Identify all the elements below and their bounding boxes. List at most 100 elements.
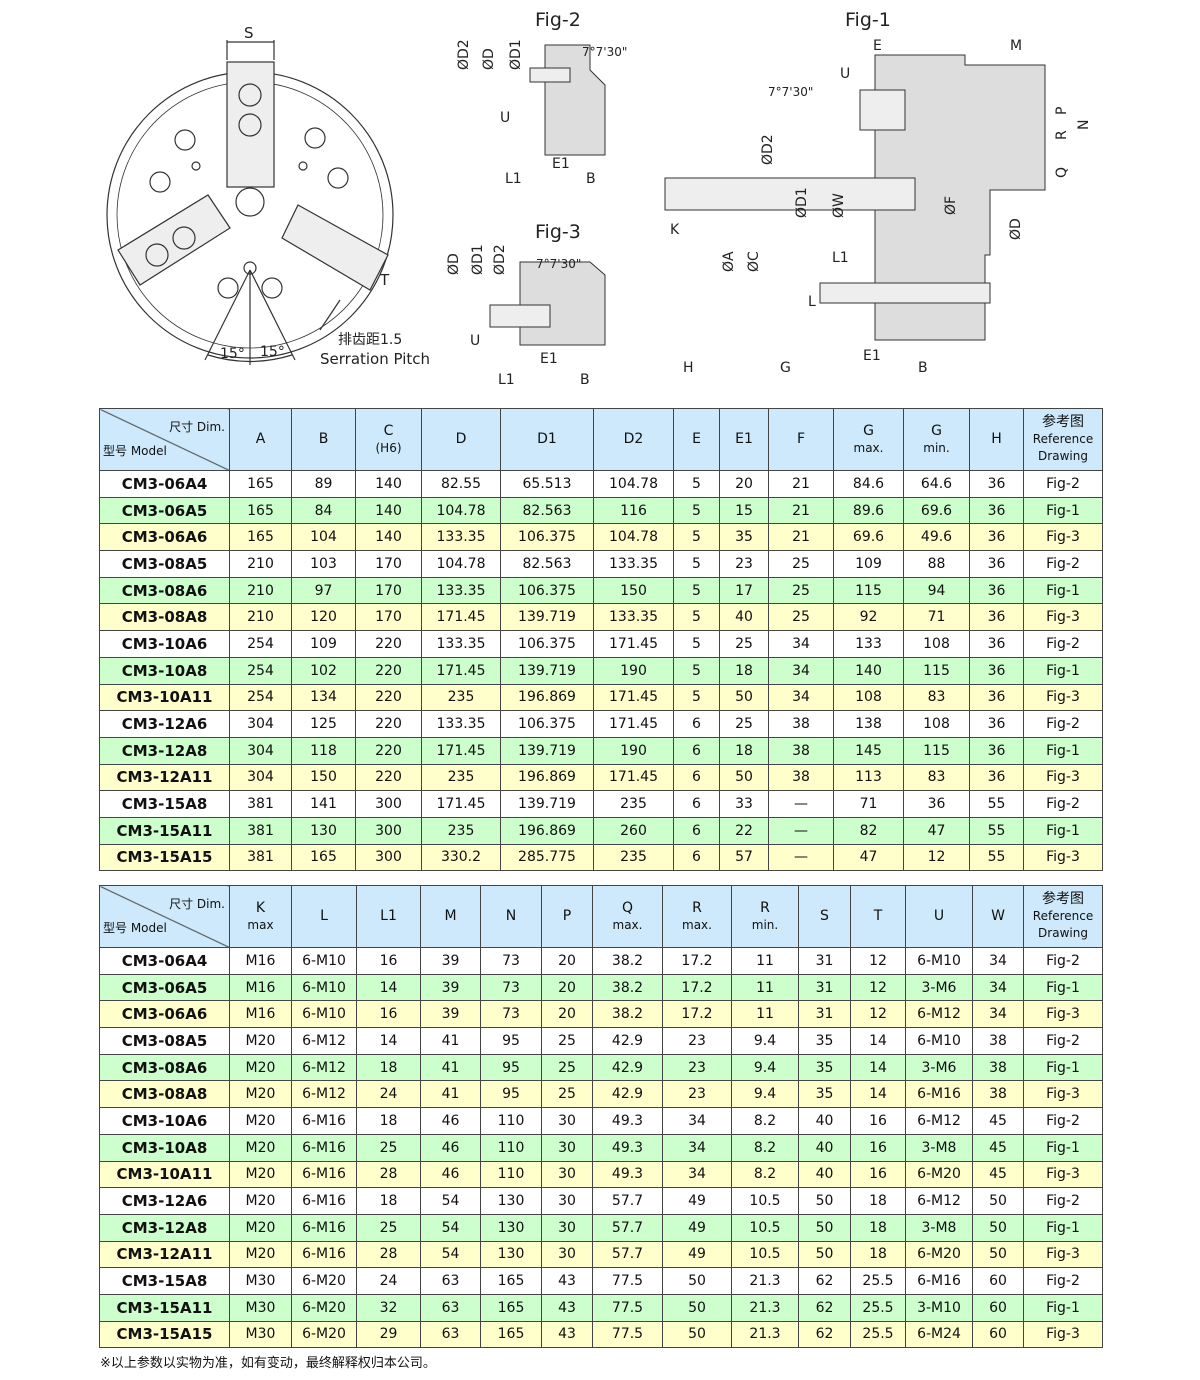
- value-cell: 30: [541, 1187, 593, 1215]
- value-cell: Fig-2: [1023, 630, 1103, 658]
- value-cell: 104.78: [593, 470, 674, 498]
- value-cell: 34: [972, 1000, 1024, 1029]
- model-cell: CM3-12A6: [99, 1187, 230, 1215]
- value-cell: 133.35: [421, 630, 501, 658]
- svg-text:7°7'30": 7°7'30": [582, 45, 627, 59]
- value-cell: 20: [541, 947, 593, 975]
- value-cell: 45: [972, 1160, 1024, 1189]
- value-cell: 20: [541, 973, 593, 1002]
- angle-left-label: 15°: [220, 346, 245, 362]
- value-cell: 381: [229, 843, 292, 872]
- value-cell: 6: [673, 736, 720, 765]
- value-cell: 45: [972, 1133, 1024, 1162]
- value-cell: 55: [969, 843, 1024, 872]
- fig3-title: Fig-3: [535, 221, 581, 243]
- value-cell: Fig-3: [1023, 523, 1103, 552]
- header-sublabel: Reference Drawing: [1032, 432, 1094, 463]
- value-cell: 116: [593, 496, 674, 525]
- value-cell: 94: [903, 576, 970, 605]
- value-cell: Fig-3: [1023, 1160, 1103, 1189]
- column-header: L1: [356, 885, 421, 948]
- value-cell: 11: [731, 973, 799, 1002]
- value-cell: Fig-1: [1023, 656, 1103, 685]
- value-cell: 220: [355, 710, 422, 738]
- value-cell: 5: [673, 603, 720, 632]
- value-cell: 35: [798, 1080, 851, 1109]
- value-cell: 170: [355, 576, 422, 605]
- value-cell: 16: [850, 1133, 906, 1162]
- value-cell: 6: [673, 843, 720, 872]
- value-cell: 83: [903, 763, 970, 792]
- corner-header: 尺寸 Dim. 型号 Model: [99, 408, 230, 471]
- value-cell: 235: [421, 683, 501, 712]
- value-cell: 17.2: [662, 973, 732, 1002]
- value-cell: 31: [798, 973, 851, 1002]
- value-cell: 20: [719, 470, 769, 498]
- column-header: D2: [593, 408, 674, 471]
- value-cell: 95: [480, 1027, 542, 1055]
- value-cell: 165: [229, 523, 292, 552]
- value-cell: 235: [593, 843, 674, 872]
- value-cell: Fig-1: [1023, 1293, 1103, 1322]
- value-cell: 5: [673, 523, 720, 552]
- fig1-drawing: [664, 54, 1046, 341]
- table-row: CM3-12A11 304 150 220 235 196.869 171.45 6 50 38 1…: [99, 763, 1103, 792]
- value-cell: 82: [833, 816, 904, 845]
- value-cell: 5: [673, 470, 720, 498]
- value-cell: 130: [291, 816, 356, 845]
- value-cell: 6-M10: [291, 973, 357, 1002]
- value-cell: Fig-2: [1023, 710, 1103, 738]
- value-cell: 9.4: [731, 1053, 799, 1082]
- model-cell: CM3-06A6: [99, 1000, 230, 1029]
- value-cell: Fig-2: [1023, 550, 1103, 578]
- value-cell: 165: [480, 1293, 542, 1322]
- value-cell: 6-M12: [905, 1187, 973, 1215]
- value-cell: 36: [969, 470, 1024, 498]
- model-cell: CM3-10A8: [99, 656, 230, 685]
- model-label: 型号 Model: [103, 444, 167, 458]
- value-cell: 62: [798, 1267, 851, 1295]
- value-cell: 139.719: [500, 603, 594, 632]
- value-cell: 65.513: [500, 470, 594, 498]
- value-cell: 3-M6: [905, 1053, 973, 1082]
- value-cell: 6: [673, 710, 720, 738]
- value-cell: 6-M20: [291, 1267, 357, 1295]
- value-cell: Fig-3: [1023, 843, 1103, 872]
- value-cell: M30: [229, 1267, 292, 1295]
- value-cell: 6-M24: [905, 1320, 973, 1349]
- svg-text:U: U: [840, 66, 850, 82]
- value-cell: 73: [480, 947, 542, 975]
- value-cell: 106.375: [500, 630, 594, 658]
- column-header: E1: [719, 408, 769, 471]
- value-cell: 38: [768, 763, 834, 792]
- value-cell: 92: [833, 603, 904, 632]
- value-cell: 133: [833, 630, 904, 658]
- value-cell: Fig-1: [1023, 1133, 1103, 1162]
- value-cell: 71: [833, 790, 904, 818]
- value-cell: 220: [355, 736, 422, 765]
- value-cell: 34: [972, 973, 1024, 1002]
- value-cell: 235: [593, 790, 674, 818]
- value-cell: 34: [662, 1133, 732, 1162]
- value-cell: Fig-1: [1023, 496, 1103, 525]
- column-header: H: [969, 408, 1024, 471]
- value-cell: 330.2: [421, 843, 501, 872]
- value-cell: Fig-1: [1023, 1213, 1103, 1242]
- value-cell: Fig-3: [1023, 603, 1103, 632]
- value-cell: 34: [662, 1160, 732, 1189]
- value-cell: 25: [719, 630, 769, 658]
- value-cell: 10.5: [731, 1213, 799, 1242]
- column-header: M: [420, 885, 481, 948]
- table-row: CM3-06A5 165 84 140 104.78 82.563 116 5 15 21 89.6…: [99, 496, 1103, 525]
- header-label: B: [318, 431, 329, 447]
- value-cell: 34: [972, 947, 1024, 975]
- value-cell: 35: [798, 1027, 851, 1055]
- value-cell: 50: [798, 1240, 851, 1269]
- value-cell: Fig-2: [1023, 790, 1103, 818]
- table-row: CM3-10A6 254 109 220 133.35 106.375 171.45 5 25 3…: [99, 630, 1103, 658]
- fig1-title: Fig-1: [845, 9, 891, 31]
- value-cell: 15: [719, 496, 769, 525]
- svg-text:ØD1: ØD1: [794, 187, 810, 218]
- model-cell: CM3-08A5: [99, 1027, 230, 1055]
- value-cell: 38: [972, 1080, 1024, 1109]
